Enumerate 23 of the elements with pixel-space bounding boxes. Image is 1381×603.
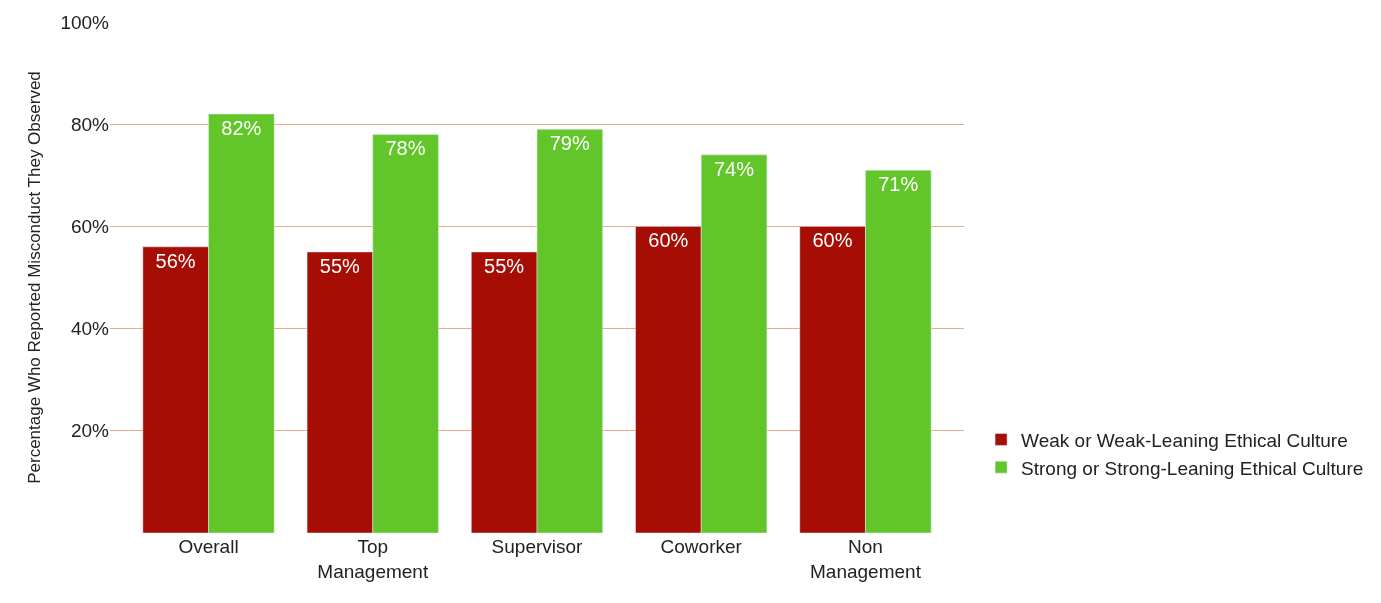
x-tick-label: Top Management [317, 536, 429, 582]
x-tick-label: Coworker [660, 536, 743, 557]
data-label: 60% [812, 229, 853, 252]
data-label: 60% [648, 229, 689, 252]
data-label: 79% [549, 132, 590, 155]
data-label: 56% [155, 249, 196, 272]
x-tick-label: Supervisor [491, 536, 584, 557]
x-tick-label: Overall [178, 536, 239, 557]
y-tick-label: 100% [60, 11, 110, 33]
y-tick-label: 40% [70, 318, 110, 340]
legend-label: Strong or Strong-Leaning Ethical Culture [1021, 457, 1364, 479]
y-tick-label: 80% [70, 113, 110, 135]
data-label: 71% [878, 173, 919, 196]
x-tick-label: Non Management [810, 536, 922, 582]
y-axis-title: Percentage Who Reported Misconduct They Observed [24, 71, 44, 484]
data-label: 74% [713, 157, 755, 180]
legend-label: Weak or Weak-Leaning Ethical Culture [1021, 429, 1348, 451]
data-label: 78% [385, 137, 426, 160]
data-label: 82% [221, 116, 262, 139]
y-tick-label: 20% [70, 420, 110, 442]
data-label: 55% [484, 254, 525, 277]
data-label: 55% [319, 254, 361, 277]
y-tick-label: 60% [70, 216, 110, 238]
